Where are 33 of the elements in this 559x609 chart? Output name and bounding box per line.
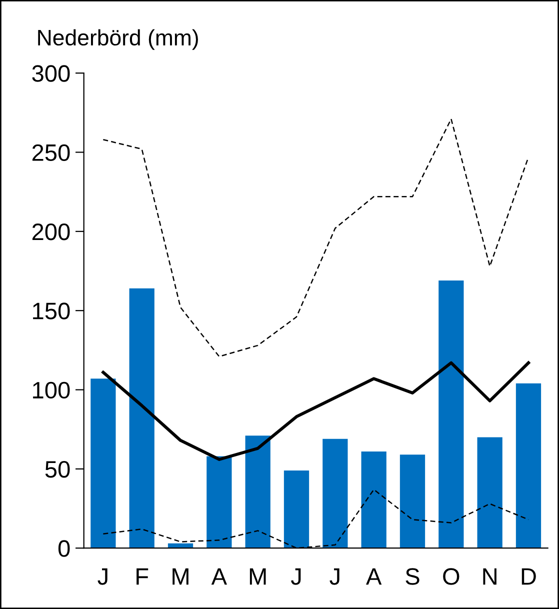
x-tick-label: S (406, 568, 420, 585)
x-tick-label: F (136, 568, 148, 585)
x-tick-label: M (250, 568, 266, 585)
bar (438, 280, 464, 548)
x-tick-label: O (443, 568, 460, 585)
bar (129, 288, 154, 548)
bar (322, 438, 348, 548)
x-tick-label: J (330, 568, 340, 585)
bar (90, 378, 116, 548)
x-tick-label: A (366, 568, 382, 585)
y-tick-label: 100 (33, 382, 70, 399)
x-tick-label: N (483, 568, 496, 585)
y-tick-label: 200 (32, 223, 70, 240)
y-tick-label: 150 (33, 302, 70, 320)
bar (361, 452, 386, 548)
bar (206, 456, 232, 548)
x-tick-label: J (98, 568, 108, 585)
x-tick-label: D (522, 568, 536, 585)
y-axis-title: Nederbörd (mm) (38, 29, 198, 50)
line-series (102, 361, 530, 461)
x-tick-label: M (172, 568, 188, 585)
y-tick-label: 250 (32, 144, 70, 162)
bar (516, 383, 542, 548)
bar (477, 437, 502, 548)
bar (400, 454, 426, 548)
line-series (102, 118, 530, 358)
y-tick-label: 50 (45, 461, 70, 478)
bar (245, 436, 270, 548)
bar (284, 470, 310, 548)
y-tick-label: 300 (32, 65, 70, 82)
x-tick-label: A (211, 568, 227, 585)
y-tick-label: 0 (58, 540, 70, 557)
x-tick-label: J (290, 568, 301, 585)
